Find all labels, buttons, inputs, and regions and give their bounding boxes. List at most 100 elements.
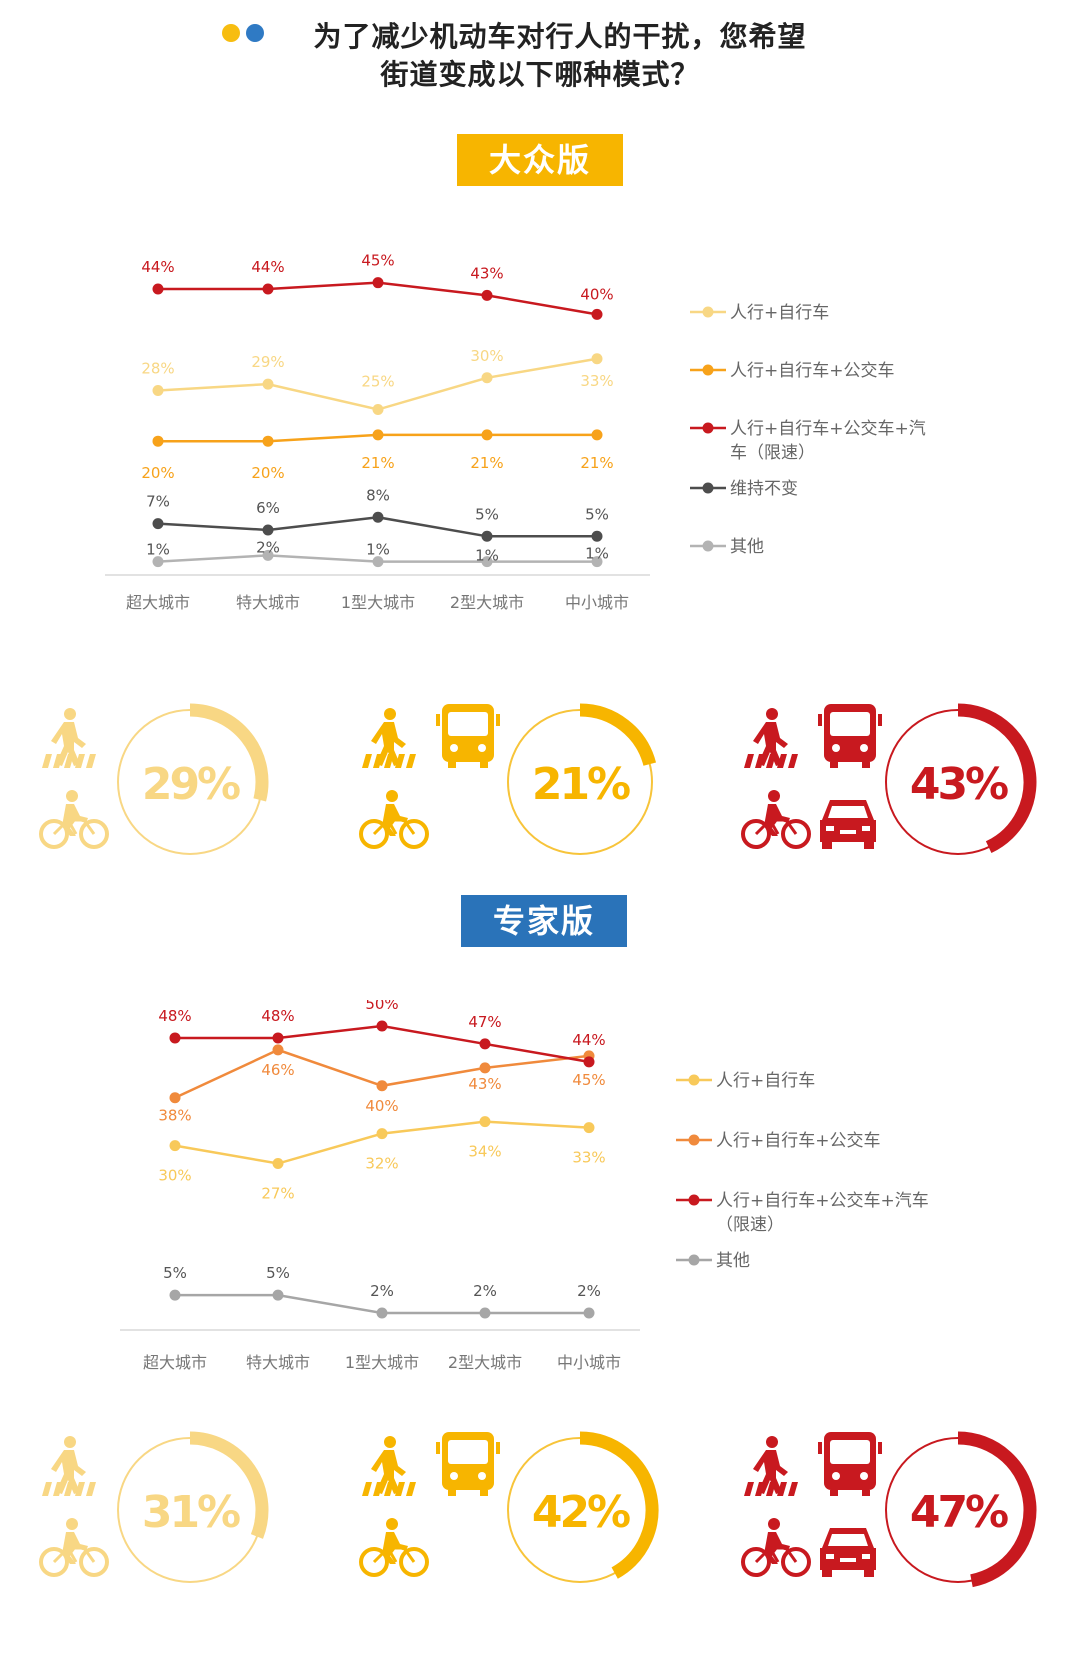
data-point: [262, 283, 274, 295]
data-label: 5%: [475, 505, 499, 523]
legend-swatch-dot: [702, 540, 714, 552]
bicycle-icon: [359, 790, 429, 849]
legend-swatch-dot: [688, 1074, 700, 1086]
legend-label: 人行+自行车: [716, 1071, 815, 1091]
ring-progress-arc: [189, 703, 269, 802]
ring-row-expert: 31% 42% 47%: [39, 1431, 1037, 1588]
x-tick-label: 1型大城市: [345, 1353, 419, 1372]
data-label: 6%: [256, 499, 280, 517]
data-point: [272, 1044, 284, 1056]
data-point: [376, 1128, 388, 1140]
legend-label: 人行+自行车+公交车: [716, 1131, 881, 1151]
bus-icon: [818, 704, 882, 768]
data-point: [481, 289, 493, 301]
data-label: 40%: [365, 1097, 398, 1115]
ring-percent-label: 42%: [532, 1487, 630, 1538]
data-label: 25%: [361, 372, 394, 390]
x-tick-label: 中小城市: [557, 1353, 621, 1372]
pedestrian-crossing-icon: [744, 1436, 798, 1496]
data-label: 1%: [146, 541, 170, 559]
ring-percent-label: 21%: [532, 759, 630, 810]
data-point: [262, 549, 274, 561]
x-tick-label: 特大城市: [246, 1353, 310, 1372]
data-label: 45%: [361, 252, 394, 270]
data-label: 46%: [261, 1061, 294, 1079]
legend-label: （限速）: [716, 1215, 784, 1235]
bicycle-icon: [39, 1518, 109, 1577]
data-point: [169, 1289, 181, 1301]
data-point: [479, 1038, 491, 1050]
data-point: [152, 556, 164, 568]
data-label: 1%: [366, 541, 390, 559]
legend-label: 人行+自行车+公交车+汽: [730, 419, 926, 439]
data-label: 8%: [366, 486, 390, 504]
data-label: 33%: [572, 1149, 605, 1167]
blue-dot-icon: [246, 24, 264, 42]
x-tick-label: 特大城市: [236, 593, 300, 612]
ring-progress-arc: [579, 703, 657, 766]
ring-progress-arc: [957, 1431, 1037, 1588]
bicycle-icon: [359, 1518, 429, 1577]
data-label: 38%: [158, 1107, 191, 1125]
ring-percent-label: 31%: [142, 1487, 240, 1538]
data-point: [152, 435, 164, 447]
ring-percent-label: 47%: [910, 1487, 1008, 1538]
ring-group: 42%: [359, 1431, 659, 1583]
pedestrian-crossing-icon: [362, 708, 416, 768]
ring-group: 21%: [359, 703, 657, 855]
page-title: 为了减少机动车对行人的干扰，您希望 街道变成以下哪种模式？: [0, 18, 1080, 94]
section-badge-public: 大众版: [457, 134, 623, 186]
data-point: [479, 1116, 491, 1128]
data-label: 21%: [470, 454, 503, 472]
pedestrian-crossing-icon: [42, 1436, 96, 1496]
legend-swatch-dot: [702, 422, 714, 434]
legend-swatch-dot: [688, 1254, 700, 1266]
data-label: 43%: [470, 264, 503, 282]
data-label: 44%: [251, 258, 284, 276]
data-point: [376, 1080, 388, 1092]
header-dots: [222, 24, 270, 46]
data-point: [376, 1020, 388, 1032]
data-label: 21%: [580, 454, 613, 472]
legend-label: 人行+自行车+公交车: [730, 361, 895, 381]
data-point: [272, 1032, 284, 1044]
legend-label: 车（限速）: [730, 443, 815, 463]
data-point: [372, 429, 384, 441]
legend-label: 其他: [716, 1251, 750, 1271]
data-point: [262, 378, 274, 390]
bicycle-icon: [741, 1518, 811, 1577]
pedestrian-crossing-icon: [42, 708, 96, 768]
x-tick-label: 超大城市: [143, 1353, 207, 1372]
data-point: [591, 556, 603, 568]
data-point: [272, 1289, 284, 1301]
ring-group: 31%: [39, 1431, 269, 1583]
data-label: 21%: [361, 454, 394, 472]
x-tick-label: 2型大城市: [450, 593, 524, 612]
data-point: [262, 524, 274, 536]
car-icon: [820, 800, 876, 849]
data-label: 28%: [141, 359, 174, 377]
data-label: 2%: [577, 1282, 601, 1300]
ring-progress-arc: [579, 1431, 659, 1579]
data-point: [372, 277, 384, 289]
data-point: [583, 1307, 595, 1319]
data-label: 40%: [580, 285, 613, 303]
data-label: 30%: [158, 1167, 191, 1185]
data-label: 1%: [475, 547, 499, 565]
ring-group: 29%: [39, 703, 269, 855]
ring-progress-arc: [957, 703, 1037, 854]
bicycle-icon: [741, 790, 811, 849]
data-label: 48%: [261, 1007, 294, 1025]
data-point: [591, 353, 603, 365]
data-label: 34%: [468, 1143, 501, 1161]
data-label: 32%: [365, 1155, 398, 1173]
x-tick-label: 超大城市: [126, 593, 190, 612]
bus-icon: [436, 1432, 500, 1496]
data-point: [481, 530, 493, 542]
bicycle-icon: [39, 790, 109, 849]
data-point: [152, 518, 164, 530]
data-label: 43%: [468, 1075, 501, 1093]
data-point: [169, 1032, 181, 1044]
data-label: 30%: [470, 347, 503, 365]
data-label: 2%: [473, 1282, 497, 1300]
